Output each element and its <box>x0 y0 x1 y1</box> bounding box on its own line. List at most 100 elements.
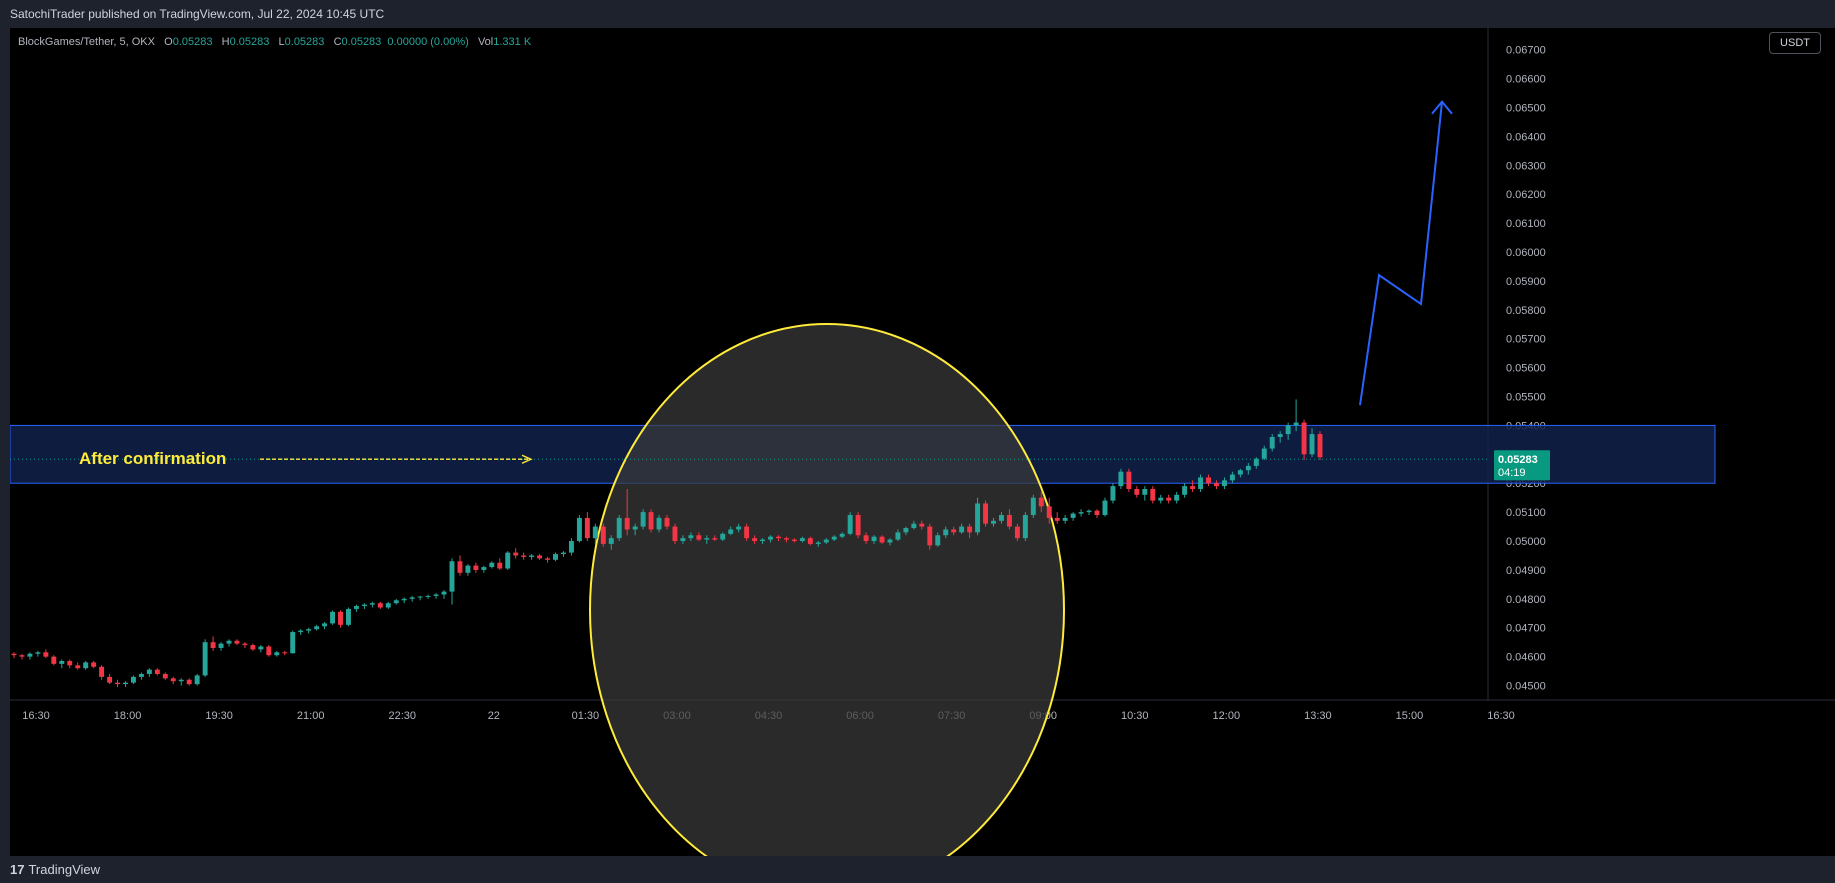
candle-body <box>1038 497 1044 507</box>
candle-body <box>1078 512 1084 514</box>
candle-body <box>1190 486 1196 490</box>
candle-body <box>712 538 718 540</box>
candle-body <box>1198 477 1204 490</box>
candle-body <box>831 536 837 540</box>
candle-body <box>154 669 160 674</box>
candle-body <box>568 541 574 553</box>
candle-body <box>441 591 447 595</box>
candle-body <box>170 678 176 682</box>
candle-body <box>1054 517 1060 521</box>
volume-label: Vol <box>477 36 494 48</box>
price-tick-label: 0.05700 <box>1506 334 1546 346</box>
candle-body <box>1317 434 1323 458</box>
time-tick-label: 22 <box>488 710 500 722</box>
candle-body <box>799 538 805 542</box>
candle-body <box>736 526 742 530</box>
time-tick-label: 18:00 <box>114 710 142 722</box>
price-tick-label: 0.04600 <box>1506 652 1546 664</box>
candle-body <box>752 538 758 542</box>
price-tick-label: 0.04500 <box>1506 681 1546 693</box>
price-chart[interactable]: 0.04500 0.04600 0.04700 0.04800 0.04900 0.050… <box>10 28 1835 856</box>
candle-body <box>425 595 431 597</box>
candle-body <box>1014 526 1020 539</box>
candle-body <box>1118 471 1124 487</box>
price-tick-label: 0.04700 <box>1506 623 1546 635</box>
high-label: H <box>221 36 230 48</box>
candle-body <box>306 629 312 631</box>
currency-button[interactable]: USDT <box>1769 32 1821 54</box>
candle-body <box>1030 497 1036 516</box>
time-tick-label: 16:30 <box>1487 710 1515 722</box>
candle-body <box>553 554 558 560</box>
price-tick-label: 0.04800 <box>1506 594 1546 606</box>
time-tick-label: 12:00 <box>1213 710 1241 722</box>
candle-body <box>1301 422 1307 455</box>
candle-body <box>704 538 710 540</box>
candle-body <box>951 529 957 533</box>
volume-value: 1.331 K <box>493 36 532 48</box>
low-value: 0.05283 <box>284 36 325 48</box>
candle-body <box>67 660 73 666</box>
price-tick-label: 0.05000 <box>1506 536 1546 548</box>
chart-area[interactable]: 0.04500 0.04600 0.04700 0.04800 0.04900 0.050… <box>10 28 1835 856</box>
price-tick-label: 0.05900 <box>1506 276 1546 288</box>
candle-body <box>27 653 33 657</box>
change-value: 0.00000 (0.00%) <box>387 36 469 48</box>
candle-body <box>975 503 981 533</box>
candle-body <box>760 539 766 542</box>
candle-body <box>608 538 614 544</box>
time-tick-label: 01:30 <box>572 710 600 722</box>
close-label: C <box>333 36 342 48</box>
candle-body <box>529 555 535 557</box>
tradingview-logo[interactable]: 17 TradingView <box>10 862 100 877</box>
candle-body <box>911 523 917 529</box>
candle-body <box>998 515 1004 521</box>
last-price-tag <box>1494 450 1550 481</box>
open-value: 0.05283 <box>172 36 213 48</box>
candle-body <box>1309 434 1315 455</box>
candle-body <box>377 603 383 608</box>
candle-body <box>584 517 590 539</box>
candle-body <box>361 604 367 607</box>
candle-body <box>393 600 399 604</box>
candle-body <box>457 561 463 573</box>
candle-body <box>226 640 232 644</box>
candle-body <box>322 623 328 627</box>
candle-body <box>409 597 415 599</box>
candle-body <box>75 665 81 669</box>
candle-body <box>991 520 996 524</box>
ohlc-legend: BlockGames/Tether, 5, OKX O0.05283 H0.05… <box>18 36 531 48</box>
candle-body <box>1182 486 1188 495</box>
candle-body <box>839 533 845 537</box>
candle-body <box>99 666 105 677</box>
candle-body <box>242 643 248 646</box>
candle-body <box>43 652 49 657</box>
tradingview-logo-icon: 17 <box>10 862 25 877</box>
candle-body <box>330 611 336 624</box>
candle-body <box>632 526 638 530</box>
candle-body <box>91 662 97 667</box>
candle-body <box>417 596 423 598</box>
candle-body <box>815 542 821 544</box>
candle-body <box>338 611 343 625</box>
candle-body <box>59 660 65 664</box>
candle-body <box>791 539 797 542</box>
candle-body <box>186 679 192 685</box>
candle-body <box>983 503 989 524</box>
candle-body <box>194 675 200 685</box>
price-tick-label: 0.06200 <box>1506 189 1546 201</box>
time-tick-label: 16:30 <box>22 710 50 722</box>
candle-body <box>823 539 829 543</box>
candle-body <box>855 515 861 536</box>
price-tick-label: 0.06000 <box>1506 247 1546 259</box>
candle-body <box>895 532 901 540</box>
candle-body <box>513 552 519 556</box>
time-tick-label: 13:30 <box>1304 710 1332 722</box>
candle-body <box>935 535 941 546</box>
candle-body <box>1094 510 1100 516</box>
candle-body <box>1022 515 1028 539</box>
candle-body <box>967 526 973 533</box>
candle-body <box>624 517 630 530</box>
candle-body <box>768 536 773 540</box>
candle-body <box>1046 506 1052 518</box>
